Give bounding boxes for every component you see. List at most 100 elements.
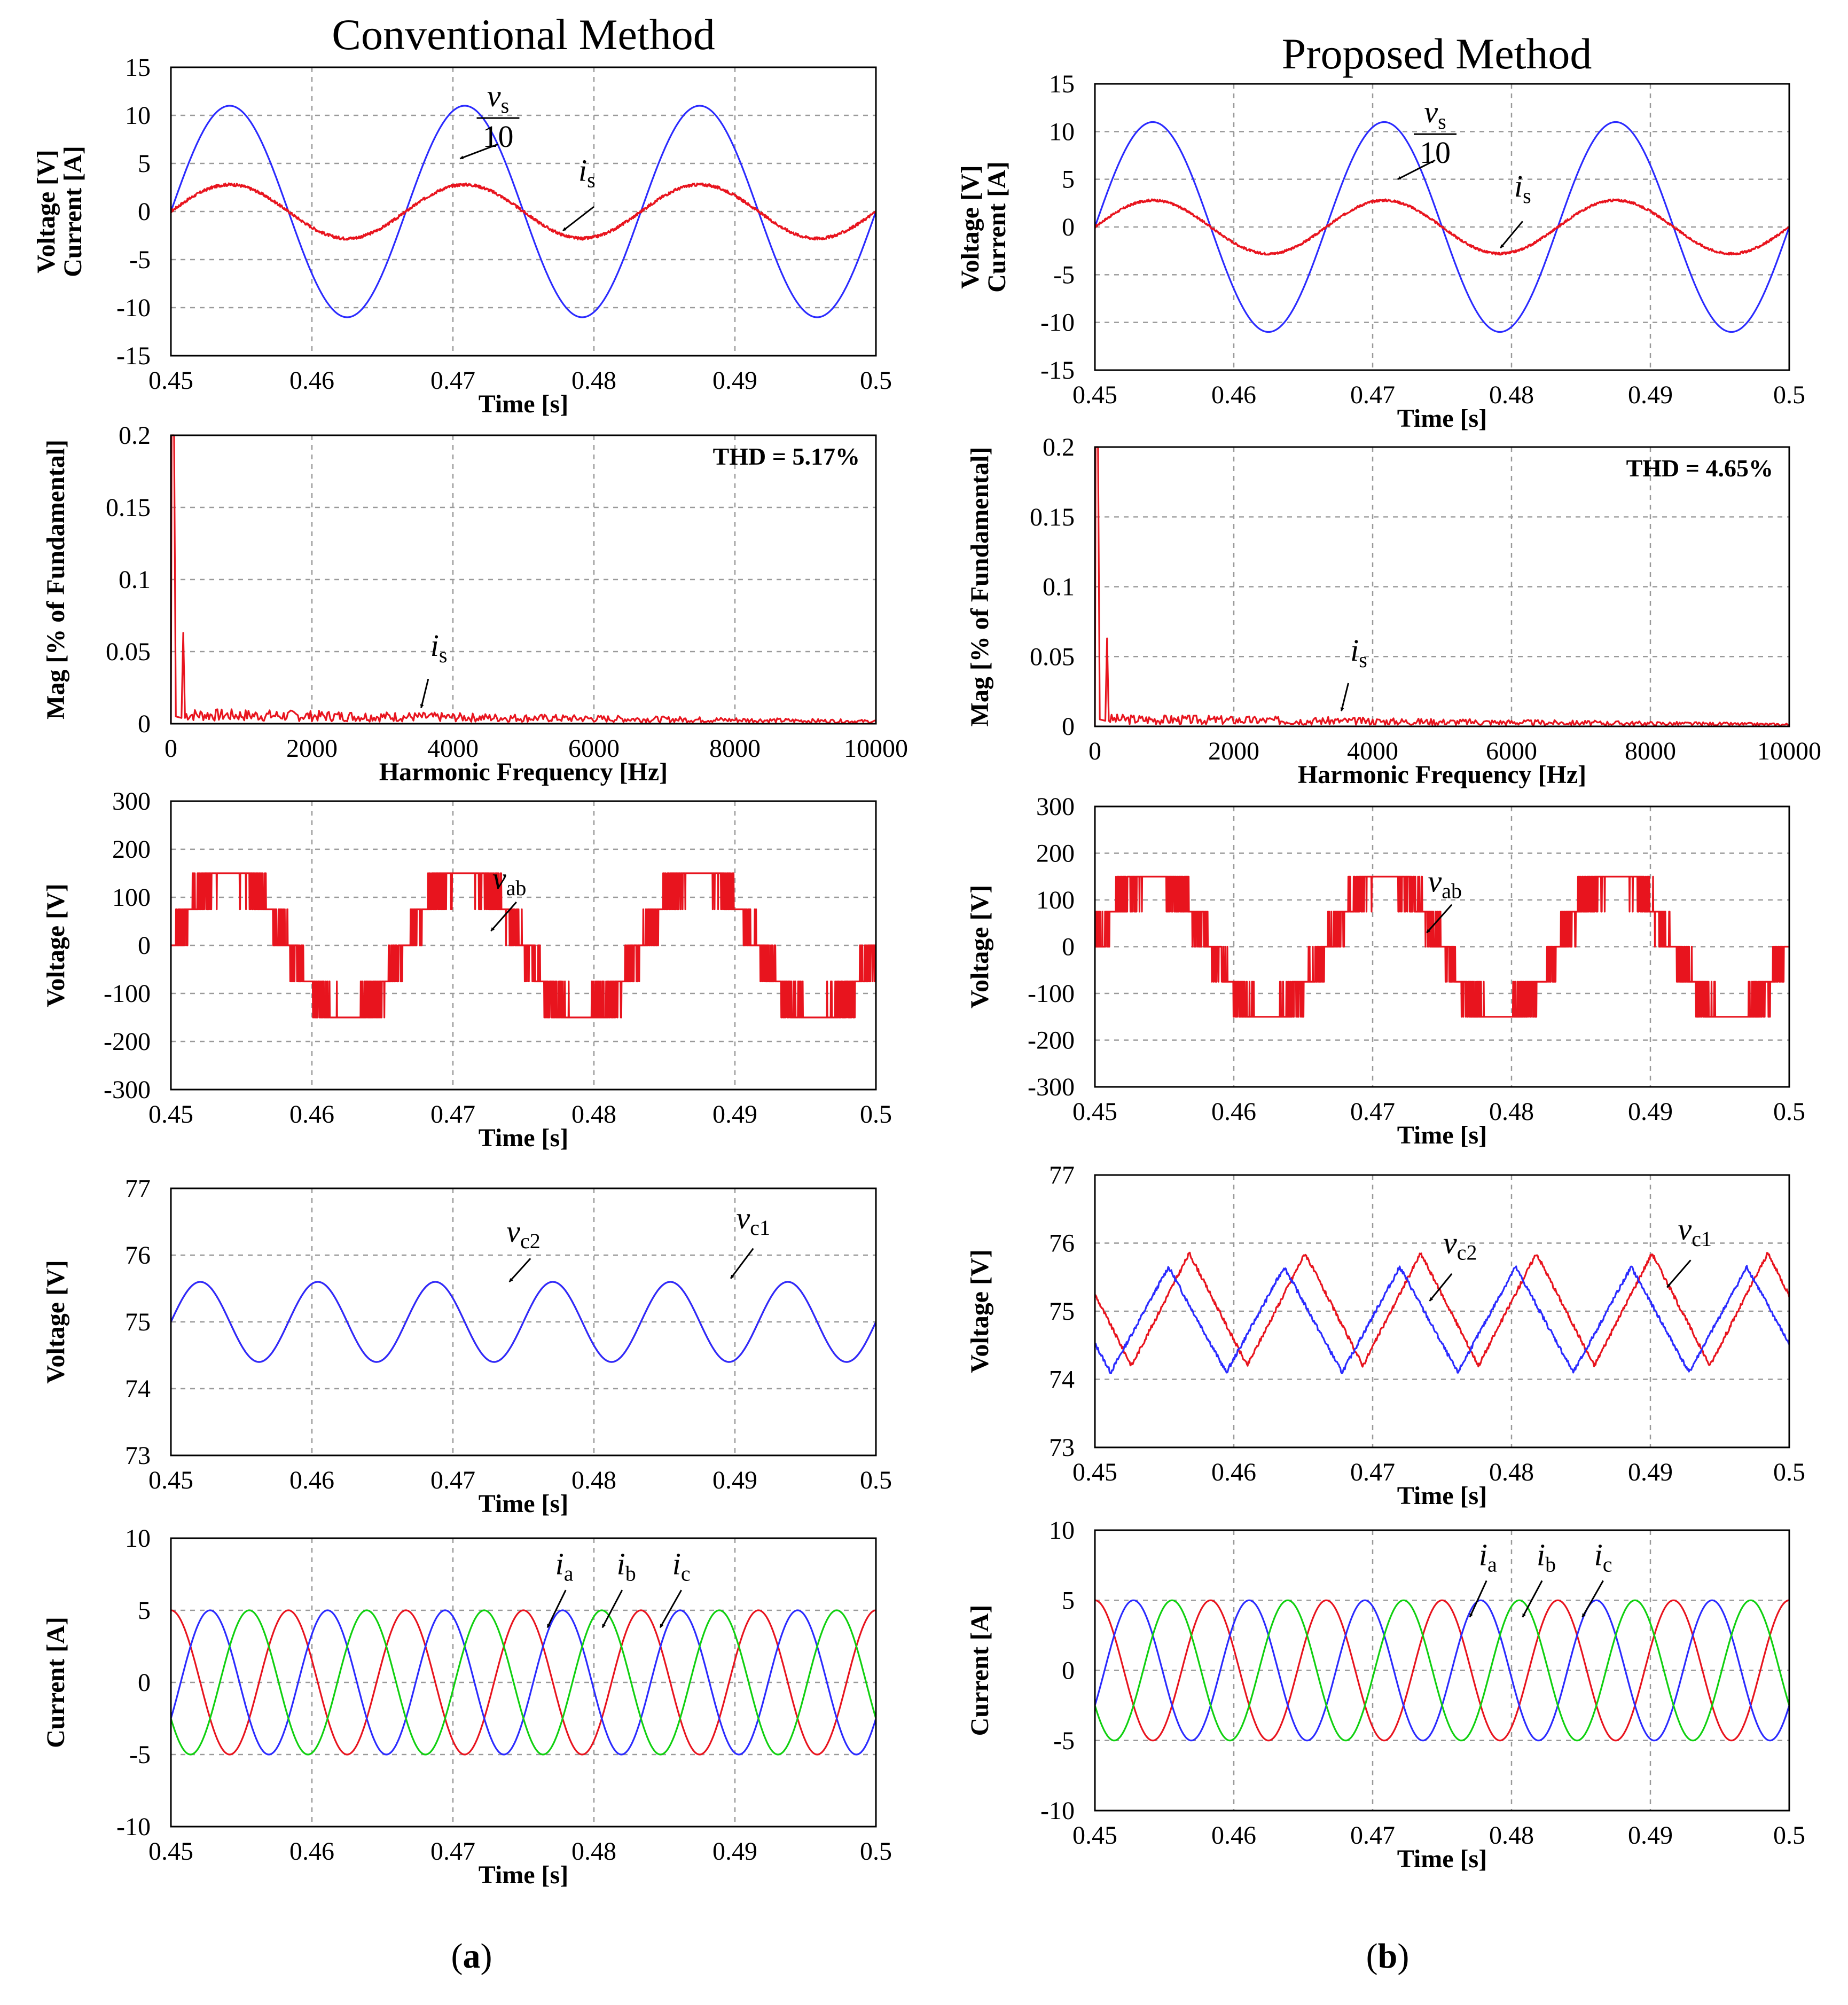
- y-tick-label: 0: [1062, 1657, 1075, 1685]
- x-tick-label: 6000: [1486, 737, 1537, 765]
- x-tick-label: 0.49: [1628, 381, 1673, 409]
- y-tick-label: 0: [138, 710, 151, 738]
- series-ia: [1094, 1599, 1790, 1742]
- x-tick-label: 0.45: [1072, 1821, 1117, 1850]
- y-tick-label: 75: [1049, 1297, 1075, 1326]
- annotation-arrow: [1500, 221, 1523, 249]
- x-axis-label: Time [s]: [1397, 1121, 1487, 1149]
- y-tick-label: 10: [1049, 118, 1075, 146]
- x-tick-label: 0.47: [1350, 381, 1395, 409]
- plot-frame: [1094, 446, 1790, 727]
- x-tick-label: 2000: [1208, 737, 1259, 765]
- annotation-arrow: [1340, 683, 1349, 711]
- annotation-sub: s: [1438, 109, 1446, 134]
- x-tick-label: 0.45: [1072, 1098, 1117, 1126]
- y-tick-label: 73: [125, 1442, 151, 1470]
- x-tick-label: 8000: [1625, 737, 1676, 765]
- x-tick-label: 0.48: [1489, 1821, 1534, 1850]
- y-tick-label: 300: [112, 787, 151, 816]
- x-axis-label: Time [s]: [1397, 404, 1487, 433]
- y-axis-label: Mag [% of Fundamental]: [966, 447, 994, 727]
- x-tick-label: 0.46: [1211, 1821, 1256, 1850]
- y-tick-label: 10: [1049, 1516, 1075, 1545]
- x-tick-label: 0.49: [1628, 1458, 1673, 1486]
- thd-text: THD = 4.65%: [1626, 455, 1773, 482]
- y-tick-label: 100: [112, 883, 151, 912]
- y-tick-label: 77: [1049, 1161, 1075, 1189]
- annotation-sub: b: [625, 1562, 636, 1586]
- y-tick-label: 200: [112, 835, 151, 864]
- plot-frame: [170, 434, 877, 725]
- annotation-sub: a: [564, 1562, 574, 1586]
- annotation-arrow: [601, 1589, 623, 1628]
- x-axis-label: Harmonic Frequency [Hz]: [379, 758, 668, 786]
- annotation-arrow: [1397, 159, 1436, 181]
- series-ic: [170, 1609, 877, 1756]
- y-tick-label: 0.15: [1030, 503, 1075, 531]
- x-tick-label: 0.45: [1072, 1458, 1117, 1486]
- y-tick-label: 0.1: [1043, 573, 1075, 601]
- x-tick-label: 0.5: [1773, 381, 1805, 409]
- x-tick-label: 0.49: [712, 366, 757, 395]
- x-tick-label: 0.49: [1628, 1821, 1673, 1850]
- y-tick-label: 76: [1049, 1229, 1075, 1258]
- x-tick-label: 10000: [1757, 737, 1821, 765]
- annotation-label: ic: [1594, 1538, 1612, 1577]
- left-panel-label: (a): [451, 1937, 492, 1976]
- annotation-label: vc1: [737, 1201, 771, 1240]
- annotation-label: vc1: [1678, 1212, 1712, 1251]
- y-tick-label: 0: [1062, 213, 1075, 241]
- y-tick-label: -5: [129, 246, 151, 274]
- right-panel-label-letter: b: [1378, 1937, 1398, 1976]
- x-tick-label: 0.48: [571, 1100, 616, 1129]
- annotation-label: vab: [1428, 864, 1462, 903]
- annotation-arrow: [1581, 1580, 1604, 1618]
- y-tick-label: 75: [125, 1308, 151, 1336]
- annotation-label: is: [1514, 169, 1531, 208]
- annotation-arrow: [1429, 1273, 1453, 1302]
- chart-b4: 0.45 0.46 0.47 0.48 0.49 0.5 73 74 75 76 77 Time [s…: [966, 1161, 1805, 1510]
- y-tick-label: -5: [129, 1741, 151, 1769]
- y-axis-label: Mag [% of Fundamental]: [42, 440, 70, 719]
- annotation-label: vc2: [1443, 1226, 1477, 1265]
- x-tick-label: 0.46: [1211, 1098, 1256, 1126]
- chart-a4: 0.45 0.46 0.47 0.48 0.49 0.5 73 74 75 76 77 Time [s…: [42, 1174, 892, 1518]
- thd-text: THD = 5.17%: [713, 443, 860, 470]
- annotation-label: vs: [1424, 95, 1446, 134]
- y-tick-label: 0.2: [119, 421, 151, 450]
- right-panel-label: (b): [1366, 1937, 1410, 1976]
- x-tick-label: 0.48: [571, 366, 616, 395]
- y-axis-label: Voltage [V]: [966, 885, 994, 1009]
- left-panel-label-letter: a: [463, 1937, 481, 1976]
- x-tick-label: 0.49: [1628, 1098, 1673, 1126]
- x-tick-label: 0.48: [571, 1466, 616, 1494]
- annotation-arrow: [490, 902, 517, 931]
- y-tick-label: 76: [125, 1241, 151, 1270]
- annotation-label: vs: [487, 79, 509, 118]
- chart-b5: 0.45 0.46 0.47 0.48 0.49 0.5 -10 -5 0 5 10 Time [s]…: [966, 1516, 1805, 1873]
- chart-a2: 0 2000 4000 6000 8000 10000 0 0.05 0.1 0.15 0.2 Har…: [42, 421, 908, 786]
- y-axis-label: Voltage [V]: [956, 165, 984, 289]
- annotation-sub: s: [587, 168, 596, 192]
- y-tick-label: -5: [1053, 261, 1075, 289]
- right-column-title: Proposed Method: [1282, 29, 1592, 78]
- y-tick-label: -300: [104, 1076, 151, 1104]
- y-tick-label: 74: [1049, 1366, 1075, 1394]
- y-tick-label: 0.15: [106, 494, 151, 522]
- annotation-label: is: [1350, 633, 1367, 672]
- x-tick-label: 0.48: [1489, 1098, 1534, 1126]
- plot-frame: [170, 66, 877, 357]
- y-tick-label: 0.05: [1030, 643, 1075, 671]
- y-tick-label: 300: [1036, 793, 1075, 821]
- annotation-arrow: [562, 206, 594, 232]
- x-tick-label: 0.47: [1350, 1458, 1395, 1486]
- y-tick-label: 0.2: [1043, 433, 1075, 461]
- annotation-sub: b: [1545, 1553, 1556, 1577]
- x-tick-label: 0.46: [1211, 381, 1256, 409]
- annotation-label: ia: [1479, 1538, 1497, 1577]
- annotation-label: vab: [492, 861, 527, 900]
- y-tick-label: 0: [138, 931, 151, 960]
- annotation-arrow: [1666, 1259, 1692, 1288]
- series-ia: [170, 1609, 876, 1756]
- series-vab: [1094, 875, 1790, 1018]
